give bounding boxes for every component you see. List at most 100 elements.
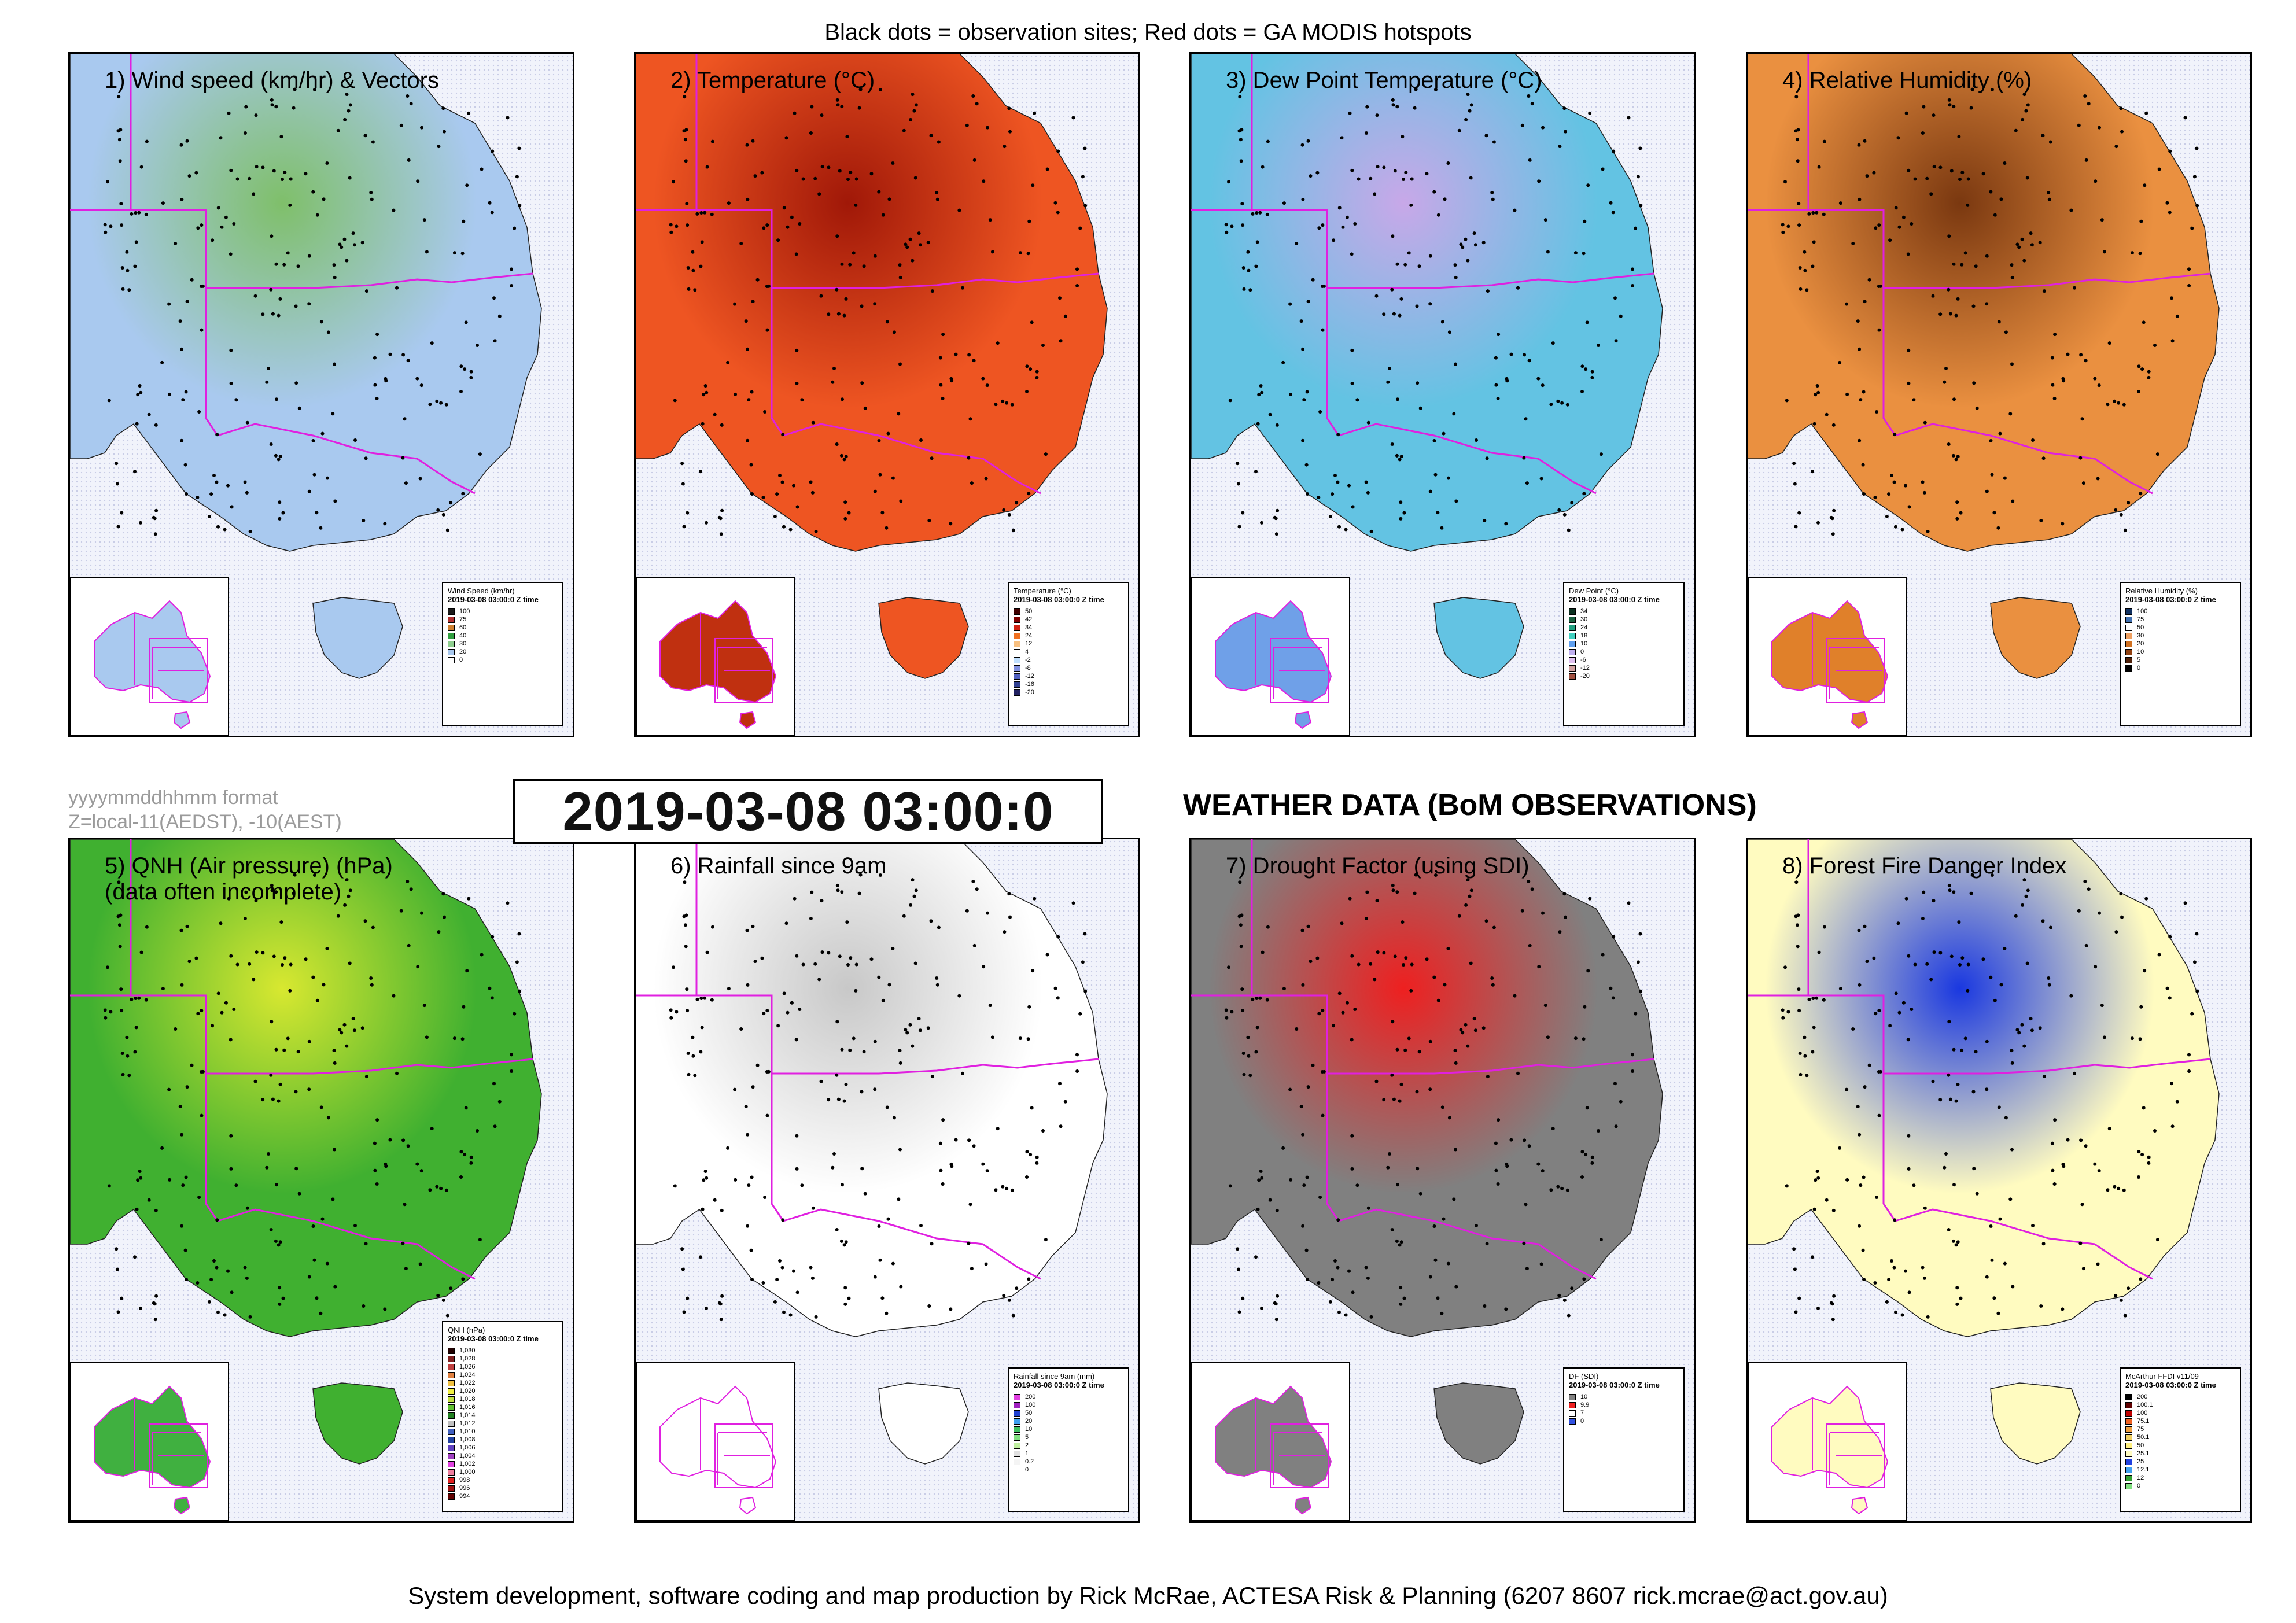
observation-site-dot <box>2168 996 2172 1000</box>
observation-site-dot <box>930 1075 934 1079</box>
observation-site-dot <box>312 473 316 477</box>
observation-site-dot <box>2061 377 2065 381</box>
legend-entry: 25.1 <box>2125 1449 2235 1458</box>
observation-site-dot <box>1494 1168 1498 1172</box>
observation-site-dot <box>1241 1009 1245 1013</box>
observation-site-dot <box>1295 242 1299 245</box>
panel-title: 1) Wind speed (km/hr) & Vectors <box>105 68 439 94</box>
state-border <box>70 994 207 1074</box>
observation-site-dot <box>1922 1276 1926 1280</box>
observation-site-dot <box>672 180 675 184</box>
observation-site-dot <box>1440 1311 1444 1315</box>
observation-site-dot <box>252 978 256 982</box>
observation-site-dot <box>1590 1161 1594 1165</box>
observation-site-dot <box>1900 528 1904 532</box>
legend-label: -20 <box>1025 689 1034 696</box>
legend-entry: -12 <box>1014 672 1123 680</box>
legend-entry: 1,002 <box>448 1460 558 1468</box>
legend-entry: 75.1 <box>2125 1417 2235 1425</box>
observation-site-dot <box>185 1278 188 1281</box>
observation-site-dot <box>1972 381 1976 385</box>
observation-site-dot <box>1885 1300 1889 1304</box>
observation-site-dot <box>2165 201 2169 205</box>
observation-site-dot <box>1351 1290 1355 1294</box>
legend-swatch <box>448 608 455 615</box>
observation-site-dot <box>2127 1286 2131 1290</box>
observation-site-dot <box>428 1188 432 1192</box>
legend-entry: 50 <box>2125 624 2235 632</box>
observation-site-dot <box>1357 177 1361 181</box>
observation-site-dot <box>161 201 165 205</box>
observation-site-dot <box>1402 1296 1406 1300</box>
observation-site-dot <box>1059 1124 1063 1128</box>
observation-site-dot <box>2097 1169 2101 1173</box>
legend-swatch <box>2125 632 2132 639</box>
observation-site-dot <box>1328 1300 1332 1304</box>
observation-site-dot <box>793 897 797 901</box>
observation-site-dot <box>985 383 989 388</box>
observation-site-dot <box>1254 1255 1258 1259</box>
observation-site-dot <box>1332 1024 1336 1028</box>
observation-site-dot <box>1792 462 1796 466</box>
observation-site-dot <box>1255 240 1259 244</box>
observation-site-dot <box>2119 892 2123 896</box>
observation-site-dot <box>710 139 714 143</box>
observation-site-dot <box>1454 1148 1457 1152</box>
observation-site-dot <box>1301 1133 1305 1137</box>
observation-site-dot <box>780 1266 784 1270</box>
legend-entry: 10 <box>2125 648 2235 656</box>
observation-site-dot <box>844 455 848 459</box>
observation-site-dot <box>190 278 194 282</box>
observation-site-dot <box>862 1050 866 1054</box>
observation-site-dot <box>120 511 124 515</box>
observation-site-dot <box>809 131 813 135</box>
map-legend: Wind Speed (km/hr) 2019-03-08 03:00:0 Z t… <box>442 582 563 726</box>
observation-site-dot <box>733 1087 737 1091</box>
observation-site-dot <box>117 95 121 99</box>
observation-site-dot <box>1947 1020 1951 1024</box>
observation-site-dot <box>691 1054 695 1058</box>
inset-tasmania <box>739 1496 757 1515</box>
observation-site-dot <box>1990 873 1994 877</box>
observation-site-dot <box>1831 1208 1836 1212</box>
observation-site-dot <box>1469 961 1473 965</box>
observation-site-dot <box>348 176 352 180</box>
observation-site-dot <box>1627 116 1631 120</box>
observation-site-dot <box>115 1267 119 1271</box>
observation-site-dot <box>810 1276 815 1280</box>
observation-site-dot <box>1083 989 1088 993</box>
observation-site-dot <box>683 880 687 884</box>
legend-label: 7 <box>1580 1410 1584 1417</box>
observation-site-dot <box>1464 903 1468 907</box>
observation-site-dot <box>1851 1027 1855 1031</box>
observation-site-dot <box>765 223 769 227</box>
observation-site-dot <box>1609 201 1613 205</box>
legend-label: 75.1 <box>2137 1418 2150 1425</box>
legend-label: -2 <box>1025 656 1031 663</box>
observation-site-dot <box>746 347 750 351</box>
observation-site-dot <box>720 1208 724 1212</box>
observation-site-dot <box>858 873 863 877</box>
legend-entry: 1,022 <box>448 1379 558 1387</box>
observation-site-dot <box>1026 1037 1030 1041</box>
observation-site-dot <box>1251 212 1255 216</box>
observation-site-dot <box>1910 222 1914 226</box>
observation-site-dot <box>278 1082 282 1086</box>
land-mainland <box>1191 54 1663 552</box>
observation-site-dot <box>919 1224 923 1227</box>
legend-entry: 10 <box>1569 1393 1679 1401</box>
observation-site-dot <box>1246 1035 1250 1039</box>
observation-site-dot <box>2168 149 2172 153</box>
observation-site-dot <box>253 1079 257 1083</box>
observation-site-dot <box>1851 242 1855 245</box>
observation-site-dot <box>370 197 374 201</box>
observation-site-dot <box>765 1009 769 1013</box>
observation-site-dot <box>261 951 265 955</box>
observation-site-dot <box>360 1026 364 1030</box>
observation-site-dot <box>1018 1036 1022 1041</box>
observation-site-dot <box>1505 377 1509 381</box>
observation-site-dot <box>860 1167 864 1171</box>
observation-site-dot <box>1321 1009 1325 1013</box>
observation-site-dot <box>1901 215 1906 219</box>
observation-site-dot <box>1317 226 1321 230</box>
